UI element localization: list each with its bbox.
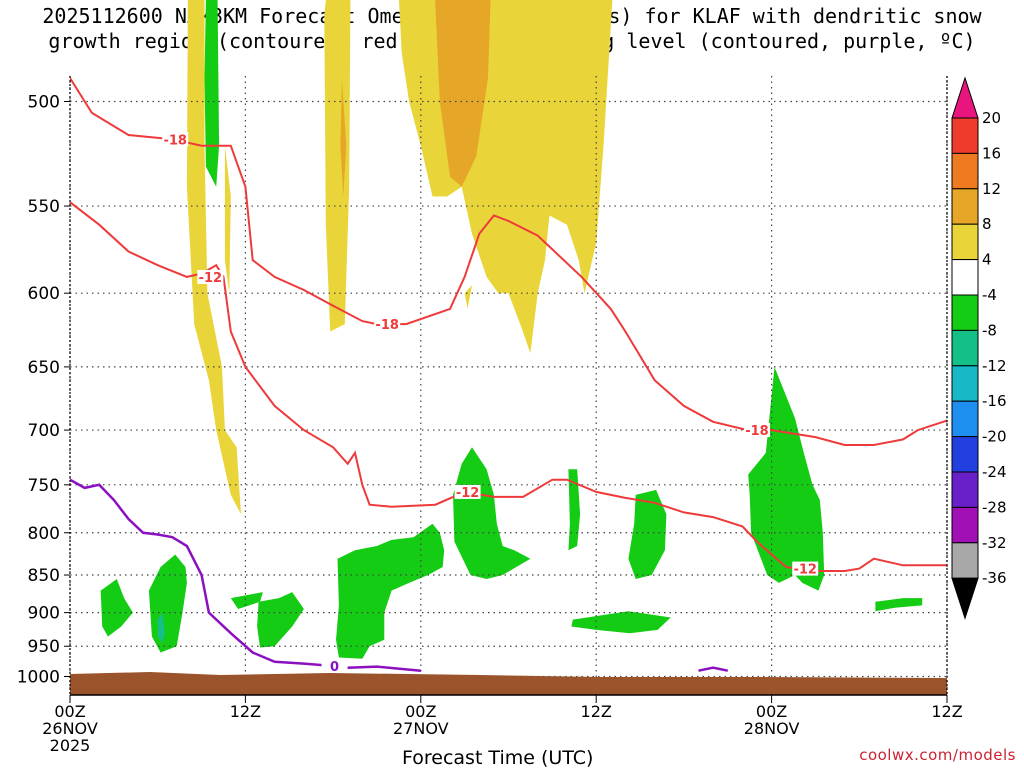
contour-label-bg-2 <box>743 423 770 438</box>
x-axis-title: Forecast Time (UTC) <box>402 747 594 769</box>
x-tick-label-48-1: 28NOV <box>744 719 800 738</box>
colorbar: 20 16 12 8 4 -4 -8 -12 -16 -20 -24 -28 -32 -36 <box>951 76 1007 620</box>
contour-label-5: -12 <box>793 563 817 578</box>
source-credit: coolwx.com/models <box>859 746 1016 764</box>
x-tick-label-24-0: 00Z <box>405 702 436 721</box>
ground-fill <box>70 672 947 695</box>
y-tick-label-950: 950 <box>28 637 60 657</box>
omega-region-21 <box>257 592 304 648</box>
colorbar-tick-label-8: -16 <box>982 392 1007 410</box>
colorbar-tick-label-13: -36 <box>982 569 1007 587</box>
contour-label-0: -18 <box>163 133 187 148</box>
colorbar-tick-label-11: -28 <box>982 498 1007 516</box>
plot-frame <box>69 76 948 696</box>
colorbar-tick-label-4: 4 <box>982 251 992 269</box>
omega-region-18 <box>148 554 187 653</box>
colorbar-swatch-neg8_neg4 <box>951 294 979 331</box>
y-tick-label-500: 500 <box>28 93 60 113</box>
omega-region-9 <box>464 285 472 309</box>
contour-lines: -18 -18 -18 -12 -12 -12 0 <box>70 77 947 675</box>
colorbar-tick-label-9: -20 <box>982 428 1007 446</box>
contour-label-bg-1 <box>374 317 401 332</box>
omega-region-4 <box>224 145 231 294</box>
freezing-contour-1 <box>698 666 729 672</box>
y-tick-label-750: 750 <box>28 476 60 496</box>
omega-region-5 <box>324 0 351 332</box>
y-tick-label-550: 550 <box>28 197 60 217</box>
colorbar-tick-label-12: -32 <box>982 534 1007 552</box>
omega-region-7 <box>398 0 613 354</box>
y-tick-label-1000: 1000 <box>17 668 60 688</box>
colorbar-swatch-neg36_neg32 <box>951 542 979 579</box>
y-tick-label-700: 700 <box>28 421 60 441</box>
colorbar-swatch-neg28_neg24 <box>951 471 979 508</box>
x-tick-label-24-1: 27NOV <box>393 719 449 738</box>
omega-region-23 <box>453 447 531 579</box>
y-tick-label-900: 900 <box>28 604 60 624</box>
omega-region-20 <box>230 592 263 609</box>
x-tick-label-0-0: 00Z <box>54 702 85 721</box>
dgz-contour-0 <box>70 77 947 446</box>
colorbar-tick-label-2: 12 <box>982 180 1001 198</box>
y-tick-label-800: 800 <box>28 524 60 544</box>
x-tick-label-12-0: 12Z <box>230 702 261 721</box>
colorbar-swatch-8_12 <box>951 188 979 225</box>
colorbar-tick-label-7: -12 <box>982 357 1007 375</box>
contour-label-bg-4 <box>454 484 481 499</box>
colorbar-swatch-neg20_neg16 <box>951 400 979 438</box>
colorbar-swatch-neg12_neg8 <box>951 329 979 367</box>
colorbar-swatch-16_20 <box>951 117 979 154</box>
omega-region-17 <box>100 579 133 637</box>
colorbar-swatch-12_16 <box>951 152 979 190</box>
contour-label-4: -12 <box>456 486 480 501</box>
x-tick-label-48-0: 00Z <box>756 702 787 721</box>
omega-region-26 <box>571 611 671 634</box>
omega-region-10 <box>435 0 491 187</box>
colorbar-tick-label-3: 8 <box>982 215 992 233</box>
contour-label-1: -18 <box>375 318 399 333</box>
omega-region-27 <box>748 366 825 591</box>
ground-layer <box>70 672 947 695</box>
contour-label-6: 0 <box>330 660 339 675</box>
colorbar-bottom-triangle <box>951 577 979 620</box>
contour-label-2: -18 <box>745 424 769 439</box>
x-tick-label-60-0: 12Z <box>931 702 962 721</box>
y-axis: 2503003504004505005506006507007508008509… <box>17 93 70 688</box>
y-tick-label-850: 850 <box>28 566 60 586</box>
y-tick-label-600: 600 <box>28 284 60 304</box>
omega-region-28 <box>875 598 923 612</box>
colorbar-swatch-neg4_4 <box>951 259 979 296</box>
contour-label-bg-5 <box>792 561 819 576</box>
x-tick-label-0-2: 2025 <box>50 736 91 755</box>
colorbar-swatch-neg16_neg12 <box>951 365 979 402</box>
omega-region-25 <box>628 489 667 579</box>
contour-label-3: -12 <box>199 271 223 286</box>
omega-region-0 <box>186 0 241 515</box>
x-tick-label-36-0: 12Z <box>581 702 612 721</box>
colorbar-tick-label-1: 16 <box>982 144 1001 162</box>
omega-region-19 <box>157 612 165 643</box>
colorbar-swatch-neg24_neg20 <box>951 436 979 473</box>
contour-label-bg-0 <box>162 132 189 147</box>
omega-region-22 <box>336 523 445 659</box>
contour-label-bg-6 <box>321 658 348 673</box>
colorbar-tick-label-6: -8 <box>982 321 997 339</box>
colorbar-tick-label-5: -4 <box>982 286 997 304</box>
omega-shading <box>100 0 923 659</box>
colorbar-tick-label-10: -24 <box>982 463 1007 481</box>
contour-label-bg-3 <box>197 269 224 284</box>
omega-region-15 <box>204 0 220 187</box>
omega-region-6 <box>340 78 347 197</box>
y-tick-label-650: 650 <box>28 358 60 378</box>
x-tick-label-0-1: 26NOV <box>42 719 98 738</box>
colorbar-swatch-4_8 <box>951 223 979 261</box>
colorbar-swatch-neg32_neg28 <box>951 506 979 544</box>
omega-region-24 <box>568 469 581 551</box>
colorbar-top-triangle <box>951 76 979 119</box>
colorbar-tick-label-0: 20 <box>982 109 1001 127</box>
